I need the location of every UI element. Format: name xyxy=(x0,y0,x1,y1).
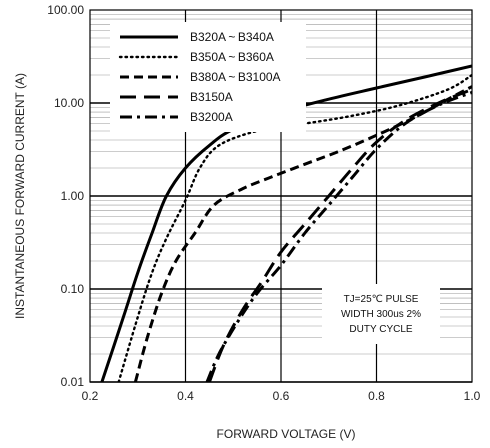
annotation-line-2: WIDTH 300us 2% xyxy=(341,309,421,320)
annotation: TJ=25℃ PULSE WIDTH 300us 2% DUTY CYCLE xyxy=(322,284,440,344)
ticks: 0.2 0.4 0.6 0.8 1.0 0.01 0.10 1.00 10.00 100.00 xyxy=(47,3,480,403)
series-line-1 xyxy=(100,64,472,382)
y-axis-label: INSTANTANEOUS FORWARD CURRENT (A) xyxy=(13,73,27,319)
series-layer xyxy=(100,64,472,382)
x-tick-label: 1.0 xyxy=(464,389,481,403)
annotation-line-1: TJ=25℃ PULSE xyxy=(344,294,419,305)
y-tick-label: 0.10 xyxy=(61,282,85,296)
legend-label-3: B380A ~ B3100A xyxy=(190,70,281,84)
x-tick-label: 0.4 xyxy=(177,389,194,403)
y-tick-label: 0.01 xyxy=(61,375,85,389)
legend-label-2: B350A ~ B360A xyxy=(190,50,274,64)
series-line-5 xyxy=(205,90,472,382)
legend-label-5: B3200A xyxy=(190,110,233,124)
x-tick-label: 0.8 xyxy=(368,389,385,403)
legend: B320A ~ B340A B350A ~ B360A B380A ~ B3100A… xyxy=(110,22,306,132)
x-tick-label: 0.2 xyxy=(82,389,99,403)
y-tick-label: 1.00 xyxy=(61,189,85,203)
y-tick-label: 10.00 xyxy=(54,96,84,110)
series-line-4 xyxy=(208,88,472,382)
legend-label-1: B320A ~ B340A xyxy=(190,30,274,44)
annotation-line-3: DUTY CYCLE xyxy=(349,324,412,335)
annotation-box xyxy=(322,284,440,344)
series-line-2 xyxy=(117,73,472,382)
x-axis-label: FORWARD VOLTAGE (V) xyxy=(217,427,356,441)
plot-frame xyxy=(89,9,473,383)
legend-label-4: B3150A xyxy=(190,90,233,104)
y-tick-label: 100.00 xyxy=(47,3,84,17)
x-tick-label: 0.6 xyxy=(273,389,290,403)
